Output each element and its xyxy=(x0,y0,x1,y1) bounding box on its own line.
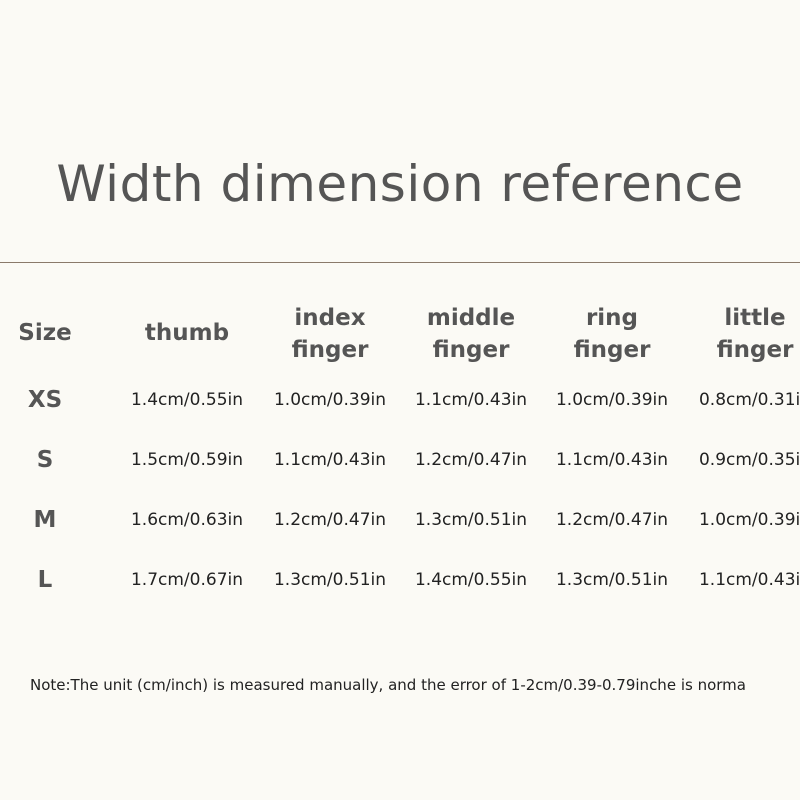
column-header: little finger xyxy=(716,305,794,363)
divider xyxy=(0,262,800,263)
measurement: 1.1cm/0.43in xyxy=(414,390,528,410)
measurement: 1.2cm/0.47in xyxy=(414,450,528,470)
measurement: 1.1cm/0.43in xyxy=(273,450,387,470)
measurement: 1.2cm/0.47in xyxy=(555,510,669,530)
column-header: index finger xyxy=(291,305,369,363)
measurement: 1.4cm/0.55in xyxy=(130,390,244,410)
column-header: middle finger xyxy=(426,305,516,363)
measurement: 1.2cm/0.47in xyxy=(273,510,387,530)
measurement: 0.9cm/0.35in xyxy=(698,450,800,470)
size-label: L xyxy=(37,567,53,593)
measurement: 1.1cm/0.43in xyxy=(698,570,800,590)
measurement: 1.5cm/0.59in xyxy=(130,450,244,470)
size-label: M xyxy=(33,507,57,533)
measurement: 1.4cm/0.55in xyxy=(414,570,528,590)
column-header: thumb xyxy=(144,320,230,346)
measurement: 1.6cm/0.63in xyxy=(130,510,244,530)
measurement: 1.0cm/0.39in xyxy=(273,390,387,410)
column-header: Size xyxy=(18,320,72,346)
measurement: 1.0cm/0.39in xyxy=(698,510,800,530)
measurement: 1.3cm/0.51in xyxy=(555,570,669,590)
size-label: S xyxy=(36,447,54,473)
measurement: 1.0cm/0.39in xyxy=(555,390,669,410)
note: Note:The unit (cm/inch) is measured manu… xyxy=(30,676,746,694)
measurement: 1.7cm/0.67in xyxy=(130,570,244,590)
measurement: 0.8cm/0.31in xyxy=(698,390,800,410)
measurement: 1.1cm/0.43in xyxy=(555,450,669,470)
column-header: ring finger xyxy=(573,305,651,363)
measurement: 1.3cm/0.51in xyxy=(414,510,528,530)
size-label: XS xyxy=(27,387,63,413)
measurement: 1.3cm/0.51in xyxy=(273,570,387,590)
title: Width dimension reference xyxy=(56,155,744,213)
